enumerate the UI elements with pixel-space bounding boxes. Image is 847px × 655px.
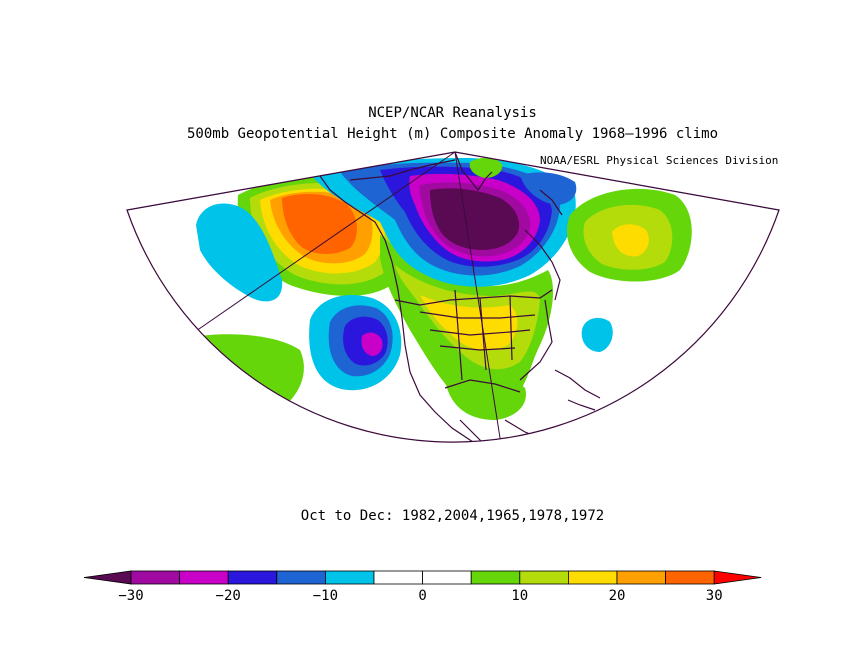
colorbar-tick-label: 10 <box>511 588 528 604</box>
colorbar-cell <box>422 570 472 585</box>
colorbar-cell <box>373 570 423 585</box>
map-frame <box>126 151 780 443</box>
negative-anomaly-central-pacific <box>196 203 283 302</box>
colorbar-cell <box>130 570 180 585</box>
colorbar-cell <box>179 570 229 585</box>
colorbar-tick-label: −20 <box>216 588 241 604</box>
negative-anomaly-hudson-bay <box>312 158 577 287</box>
positive-anomaly-north-atlantic <box>566 188 692 282</box>
positive-anomaly-gulf-of-alaska <box>237 176 409 296</box>
positive-anomaly-arctic <box>469 157 503 178</box>
positive-anomaly-gulf-of-mexico <box>445 372 526 420</box>
colorbar-tick-label: −30 <box>118 588 143 604</box>
chart-subtitle: 500mb Geopotential Height (m) Composite … <box>186 126 718 142</box>
chart-title: NCEP/NCAR Reanalysis <box>368 105 537 121</box>
colorbar-left-arrow <box>83 570 132 585</box>
colorbar-tick-label: −10 <box>313 588 338 604</box>
period-label: Oct to Dec: 1982,2004,1965,1978,1972 <box>300 508 605 524</box>
credit-label: NOAA/ESRL Physical Sciences Division <box>540 154 779 167</box>
colorbar-tick-label: 20 <box>609 588 626 604</box>
colorbar-right-arrow <box>713 570 762 585</box>
colorbar-cell <box>616 570 666 585</box>
colorbar-cell <box>276 570 326 585</box>
positive-anomaly-north-america <box>380 235 554 408</box>
colorbar-tick-label: 0 <box>418 588 426 604</box>
colorbar-cell <box>568 570 618 585</box>
coastlines <box>319 152 601 443</box>
negative-anomaly-east-pacific <box>309 294 402 391</box>
colorbar-cell <box>227 570 278 585</box>
colorbar-cell <box>470 570 521 585</box>
colorbar-cell <box>324 570 375 585</box>
negative-anomaly-atlantic <box>581 317 613 352</box>
colorbar-cell <box>519 570 569 585</box>
colorbar-cell <box>665 570 715 585</box>
colorbar-tick-label: 30 <box>706 588 723 604</box>
